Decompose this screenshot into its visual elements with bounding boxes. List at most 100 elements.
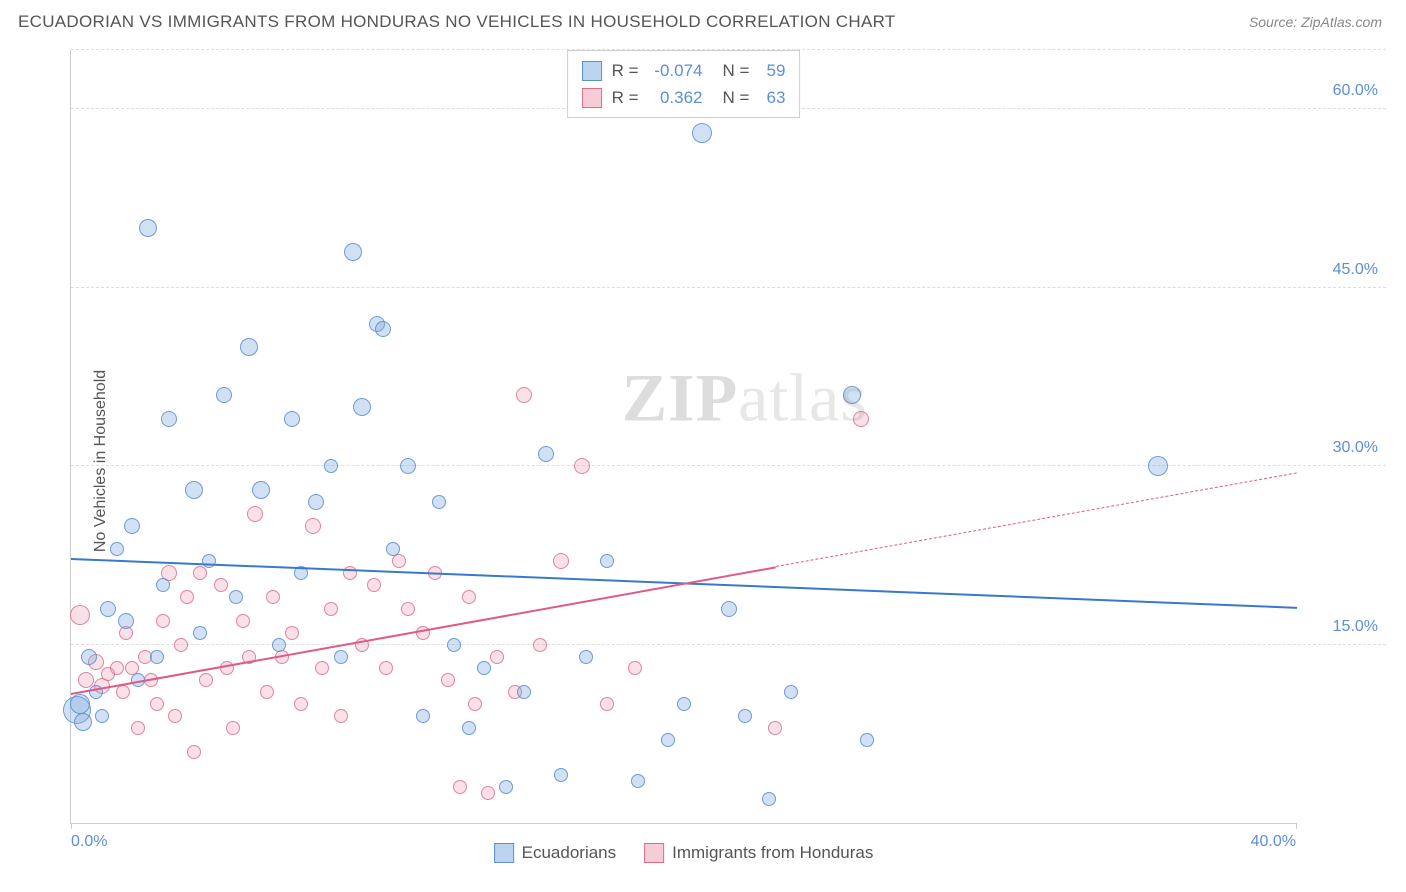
r-value-pink: 0.362 (647, 84, 703, 111)
scatter-point-blue (202, 554, 216, 568)
legend-swatch-blue (494, 843, 514, 863)
scatter-point-blue (353, 398, 371, 416)
stats-legend-row-pink: R = 0.362 N = 63 (582, 84, 786, 111)
scatter-point-blue (661, 733, 675, 747)
scatter-point-blue (579, 650, 593, 664)
scatter-point-blue (1148, 456, 1168, 476)
scatter-point-blue (216, 387, 232, 403)
scatter-point-blue (344, 243, 362, 261)
x-tick-mark (1296, 823, 1297, 829)
scatter-point-pink (392, 554, 406, 568)
scatter-point-pink (116, 685, 130, 699)
scatter-point-blue (185, 481, 203, 499)
scatter-point-pink (174, 638, 188, 652)
chart-area: No Vehicles in Household ZIPatlas R = -0… (18, 50, 1386, 872)
scatter-point-blue (432, 495, 446, 509)
scatter-point-pink (490, 650, 504, 664)
scatter-point-pink (236, 614, 250, 628)
scatter-point-pink (628, 661, 642, 675)
scatter-point-pink (247, 506, 263, 522)
scatter-point-pink (150, 697, 164, 711)
series-label-blue: Ecuadorians (522, 843, 617, 863)
regression-line-pink-extrapolated (776, 473, 1297, 568)
scatter-point-pink (294, 697, 308, 711)
scatter-point-blue (447, 638, 461, 652)
scatter-point-blue (554, 768, 568, 782)
legend-swatch-pink (582, 88, 602, 108)
scatter-point-blue (517, 685, 531, 699)
scatter-point-blue (334, 650, 348, 664)
watermark-zip: ZIP (622, 359, 738, 435)
scatter-point-pink (180, 590, 194, 604)
scatter-point-blue (477, 661, 491, 675)
scatter-point-blue (400, 458, 416, 474)
r-value-blue: -0.074 (647, 57, 703, 84)
scatter-point-blue (229, 590, 243, 604)
series-legend: Ecuadorians Immigrants from Honduras (494, 843, 874, 863)
scatter-point-pink (193, 566, 207, 580)
scatter-point-blue (324, 459, 338, 473)
series-label-pink: Immigrants from Honduras (672, 843, 873, 863)
series-legend-item-pink: Immigrants from Honduras (644, 843, 873, 863)
scatter-point-blue (677, 697, 691, 711)
scatter-point-pink (533, 638, 547, 652)
scatter-point-pink (168, 709, 182, 723)
y-tick-label: 30.0% (1333, 439, 1378, 457)
scatter-point-pink (214, 578, 228, 592)
scatter-point-blue (124, 518, 140, 534)
scatter-point-pink (462, 590, 476, 604)
y-tick-label: 60.0% (1333, 82, 1378, 100)
scatter-point-blue (193, 626, 207, 640)
scatter-point-pink (187, 745, 201, 759)
scatter-point-blue (308, 494, 324, 510)
scatter-point-pink (853, 411, 869, 427)
scatter-point-pink (315, 661, 329, 675)
scatter-point-pink (367, 578, 381, 592)
scatter-point-pink (110, 661, 124, 675)
scatter-point-blue (499, 780, 513, 794)
scatter-point-blue (416, 709, 430, 723)
scatter-point-blue (272, 638, 286, 652)
scatter-point-pink (226, 721, 240, 735)
scatter-point-blue (156, 578, 170, 592)
x-tick-label: 40.0% (1251, 833, 1296, 851)
scatter-point-blue (118, 613, 134, 629)
scatter-point-pink (324, 602, 338, 616)
scatter-point-pink (401, 602, 415, 616)
legend-swatch-blue (582, 61, 602, 81)
scatter-point-blue (240, 338, 258, 356)
scatter-point-blue (74, 713, 92, 731)
source-label: Source: ZipAtlas.com (1249, 14, 1382, 30)
scatter-point-blue (631, 774, 645, 788)
scatter-point-pink (70, 605, 90, 625)
scatter-point-blue (692, 123, 712, 143)
scatter-point-blue (462, 721, 476, 735)
gridline (71, 287, 1386, 288)
stats-legend: R = -0.074 N = 59 R = 0.362 N = 63 (567, 50, 801, 118)
scatter-point-pink (574, 458, 590, 474)
scatter-point-blue (386, 542, 400, 556)
regression-line-pink (71, 566, 776, 695)
series-legend-item-blue: Ecuadorians (494, 843, 617, 863)
legend-swatch-pink (644, 843, 664, 863)
scatter-point-pink (481, 786, 495, 800)
n-value-blue: 59 (757, 57, 785, 84)
scatter-point-blue (81, 649, 97, 665)
r-label: R = (612, 57, 639, 84)
stats-legend-row-blue: R = -0.074 N = 59 (582, 57, 786, 84)
scatter-point-blue (375, 321, 391, 337)
scatter-point-pink (285, 626, 299, 640)
scatter-point-pink (453, 780, 467, 794)
scatter-point-blue (161, 411, 177, 427)
scatter-point-pink (600, 697, 614, 711)
scatter-point-blue (843, 386, 861, 404)
scatter-point-pink (441, 673, 455, 687)
scatter-point-blue (538, 446, 554, 462)
scatter-point-blue (95, 709, 109, 723)
scatter-point-blue (110, 542, 124, 556)
y-tick-label: 15.0% (1333, 618, 1378, 636)
scatter-point-pink (305, 518, 321, 534)
scatter-point-pink (468, 697, 482, 711)
scatter-point-pink (156, 614, 170, 628)
gridline (71, 465, 1386, 466)
